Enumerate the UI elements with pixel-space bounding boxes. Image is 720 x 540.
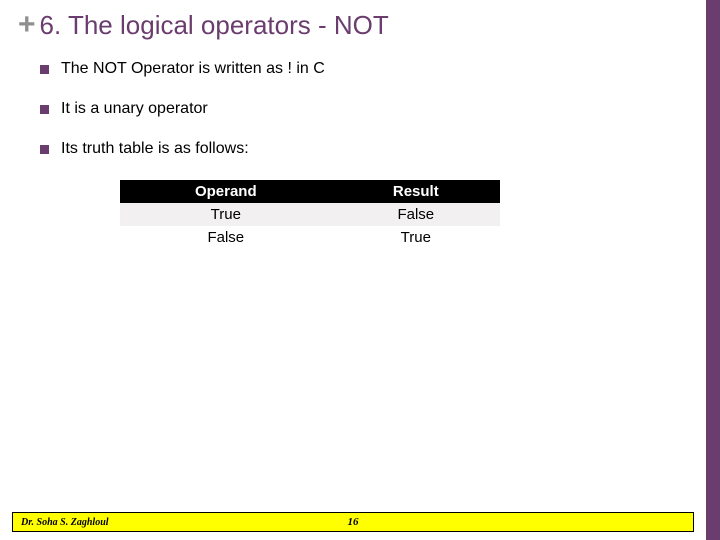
footer-author: Dr. Soha S. Zaghloul	[21, 517, 109, 528]
side-accent	[706, 0, 720, 540]
bullet-marker-icon	[40, 65, 49, 74]
table-header-cell: Operand	[120, 180, 332, 203]
bullet-marker-icon	[40, 105, 49, 114]
truth-table: Operand Result True False False True	[120, 180, 500, 249]
table-header-cell: Result	[332, 180, 500, 203]
bullet-text: Its truth table is as follows:	[61, 140, 249, 158]
table-cell: True	[120, 203, 332, 226]
table-row: True False	[120, 203, 500, 226]
bullet-marker-icon	[40, 145, 49, 154]
table-cell: False	[120, 226, 332, 249]
slide-header: + 6. The logical operators - NOT	[0, 0, 720, 56]
bullet-list: The NOT Operator is written as ! in C It…	[0, 56, 720, 158]
bullet-item: The NOT Operator is written as ! in C	[40, 60, 660, 78]
slide-footer: Dr. Soha S. Zaghloul 16	[12, 512, 694, 532]
table-cell: False	[332, 203, 500, 226]
footer-page-number: 16	[348, 516, 359, 528]
slide-title: 6. The logical operators - NOT	[40, 10, 389, 41]
bullet-item: It is a unary operator	[40, 100, 660, 118]
bullet-text: It is a unary operator	[61, 100, 208, 118]
bullet-text: The NOT Operator is written as ! in C	[61, 60, 325, 78]
plus-icon: +	[18, 8, 36, 42]
table-header-row: Operand Result	[120, 180, 500, 203]
table-cell: True	[332, 226, 500, 249]
bullet-item: Its truth table is as follows:	[40, 140, 660, 158]
table-row: False True	[120, 226, 500, 249]
